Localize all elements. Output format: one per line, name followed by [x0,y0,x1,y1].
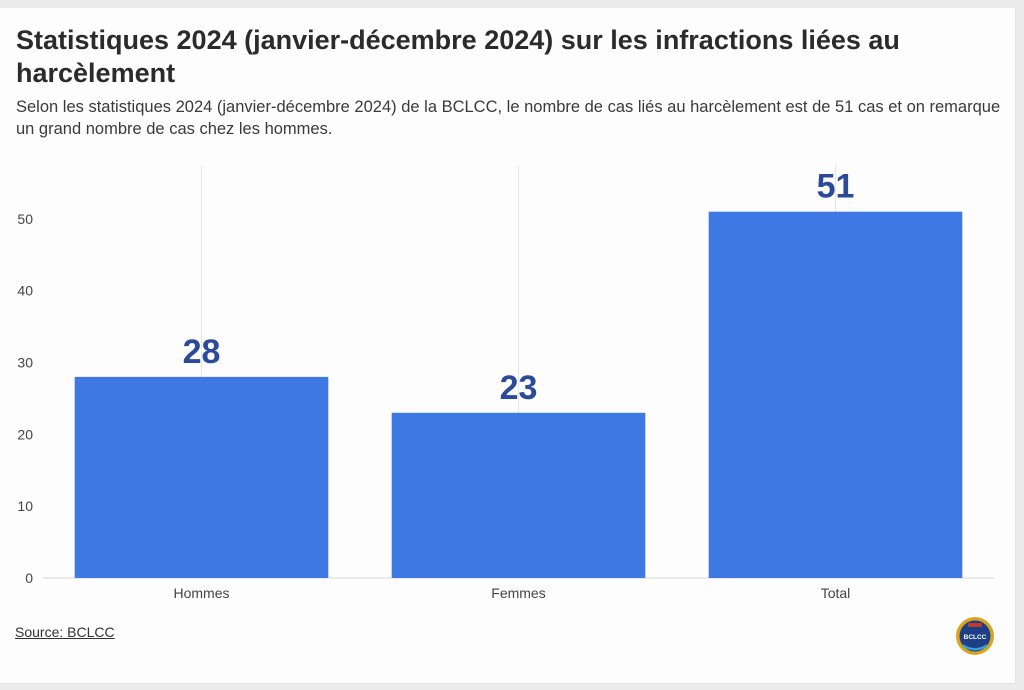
x-tick-label: Total [821,585,851,601]
bar-hommes [74,376,329,578]
chart-title: Statistiques 2024 (janvier-décembre 2024… [16,25,900,88]
y-tick-label: 20 [17,426,33,442]
data-label: 51 [817,168,855,206]
svg-text:BCLCC: BCLCC [964,634,987,641]
chart-subtitle: Selon les statistiques 2024 (janvier-déc… [16,98,1001,138]
y-tick-label: 50 [17,211,33,227]
bclcc-logo-icon: BCLCC [956,617,994,655]
bar-femmes [391,412,646,578]
bar-total [708,211,963,578]
y-tick-label: 30 [17,355,33,371]
data-label: 23 [500,369,538,407]
x-tick-label: Femmes [491,585,545,601]
source-link[interactable]: Source: BCLCC [15,624,115,640]
data-label: 28 [183,333,221,371]
y-tick-label: 0 [25,570,33,586]
y-tick-label: 40 [17,283,33,299]
x-tick-label: Hommes [173,585,229,601]
y-tick-label: 10 [17,498,33,514]
